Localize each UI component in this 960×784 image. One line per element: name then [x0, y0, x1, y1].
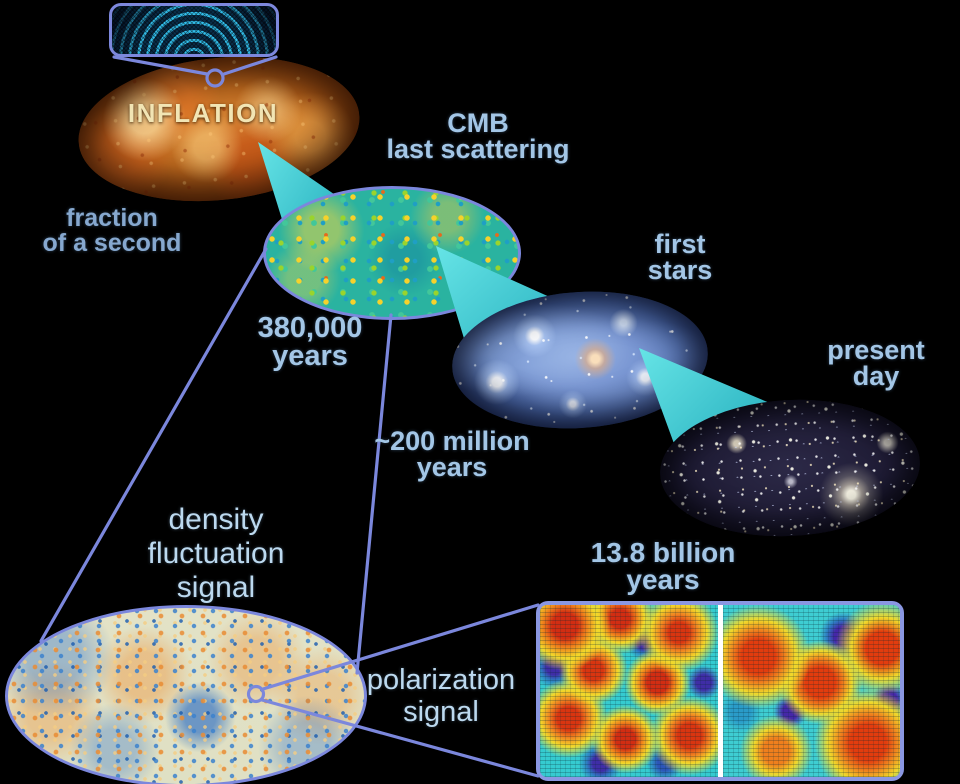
label-line: years: [626, 564, 700, 596]
label-line: polarization: [366, 664, 516, 696]
gravitational-wave-inset-icon: [109, 3, 279, 57]
label-line: density: [168, 503, 264, 536]
label-line: first: [654, 229, 706, 259]
cmb-last-scattering-label: CMB last scattering: [386, 108, 570, 165]
present-day-label: present day: [827, 335, 925, 392]
label-line: fluctuation: [147, 536, 285, 570]
label-line: signal: [176, 570, 256, 604]
label-line: ~200 million: [374, 426, 530, 456]
density-fluctuation-signal-label: density fluctuation signal: [148, 503, 285, 605]
label-line: 380,000: [257, 312, 363, 344]
polarization-signal-label: polarization signal: [366, 664, 516, 729]
label-line: day: [852, 361, 900, 392]
polarization-panel-right: [722, 605, 900, 777]
time-label-200-million-years: ~200 million years: [374, 426, 530, 483]
polarization-panel-divider: [717, 605, 723, 777]
label-line: years: [272, 340, 348, 373]
label-line: stars: [647, 255, 713, 286]
polarization-panel-left: [540, 605, 718, 777]
label-line: fraction: [66, 204, 158, 232]
density-fluctuation-map-oval: [5, 605, 367, 784]
inflation-label: INFLATION: [127, 98, 279, 128]
label-line: present: [827, 335, 925, 365]
time-label-380000-years: 380,000 years: [257, 312, 363, 373]
label-line: years: [416, 452, 488, 483]
polarization-inset-box: [536, 601, 904, 781]
time-label-fraction-of-a-second: fraction of a second: [43, 206, 182, 255]
label-line: 13.8 billion: [590, 537, 736, 568]
label-line: CMB: [447, 108, 509, 138]
label-line: last scattering: [386, 134, 570, 165]
time-label-13-8-billion-years: 13.8 billion years: [590, 537, 736, 596]
label-line: of a second: [42, 228, 182, 257]
first-stars-label: first stars: [647, 229, 713, 286]
label-line: signal: [403, 695, 479, 728]
